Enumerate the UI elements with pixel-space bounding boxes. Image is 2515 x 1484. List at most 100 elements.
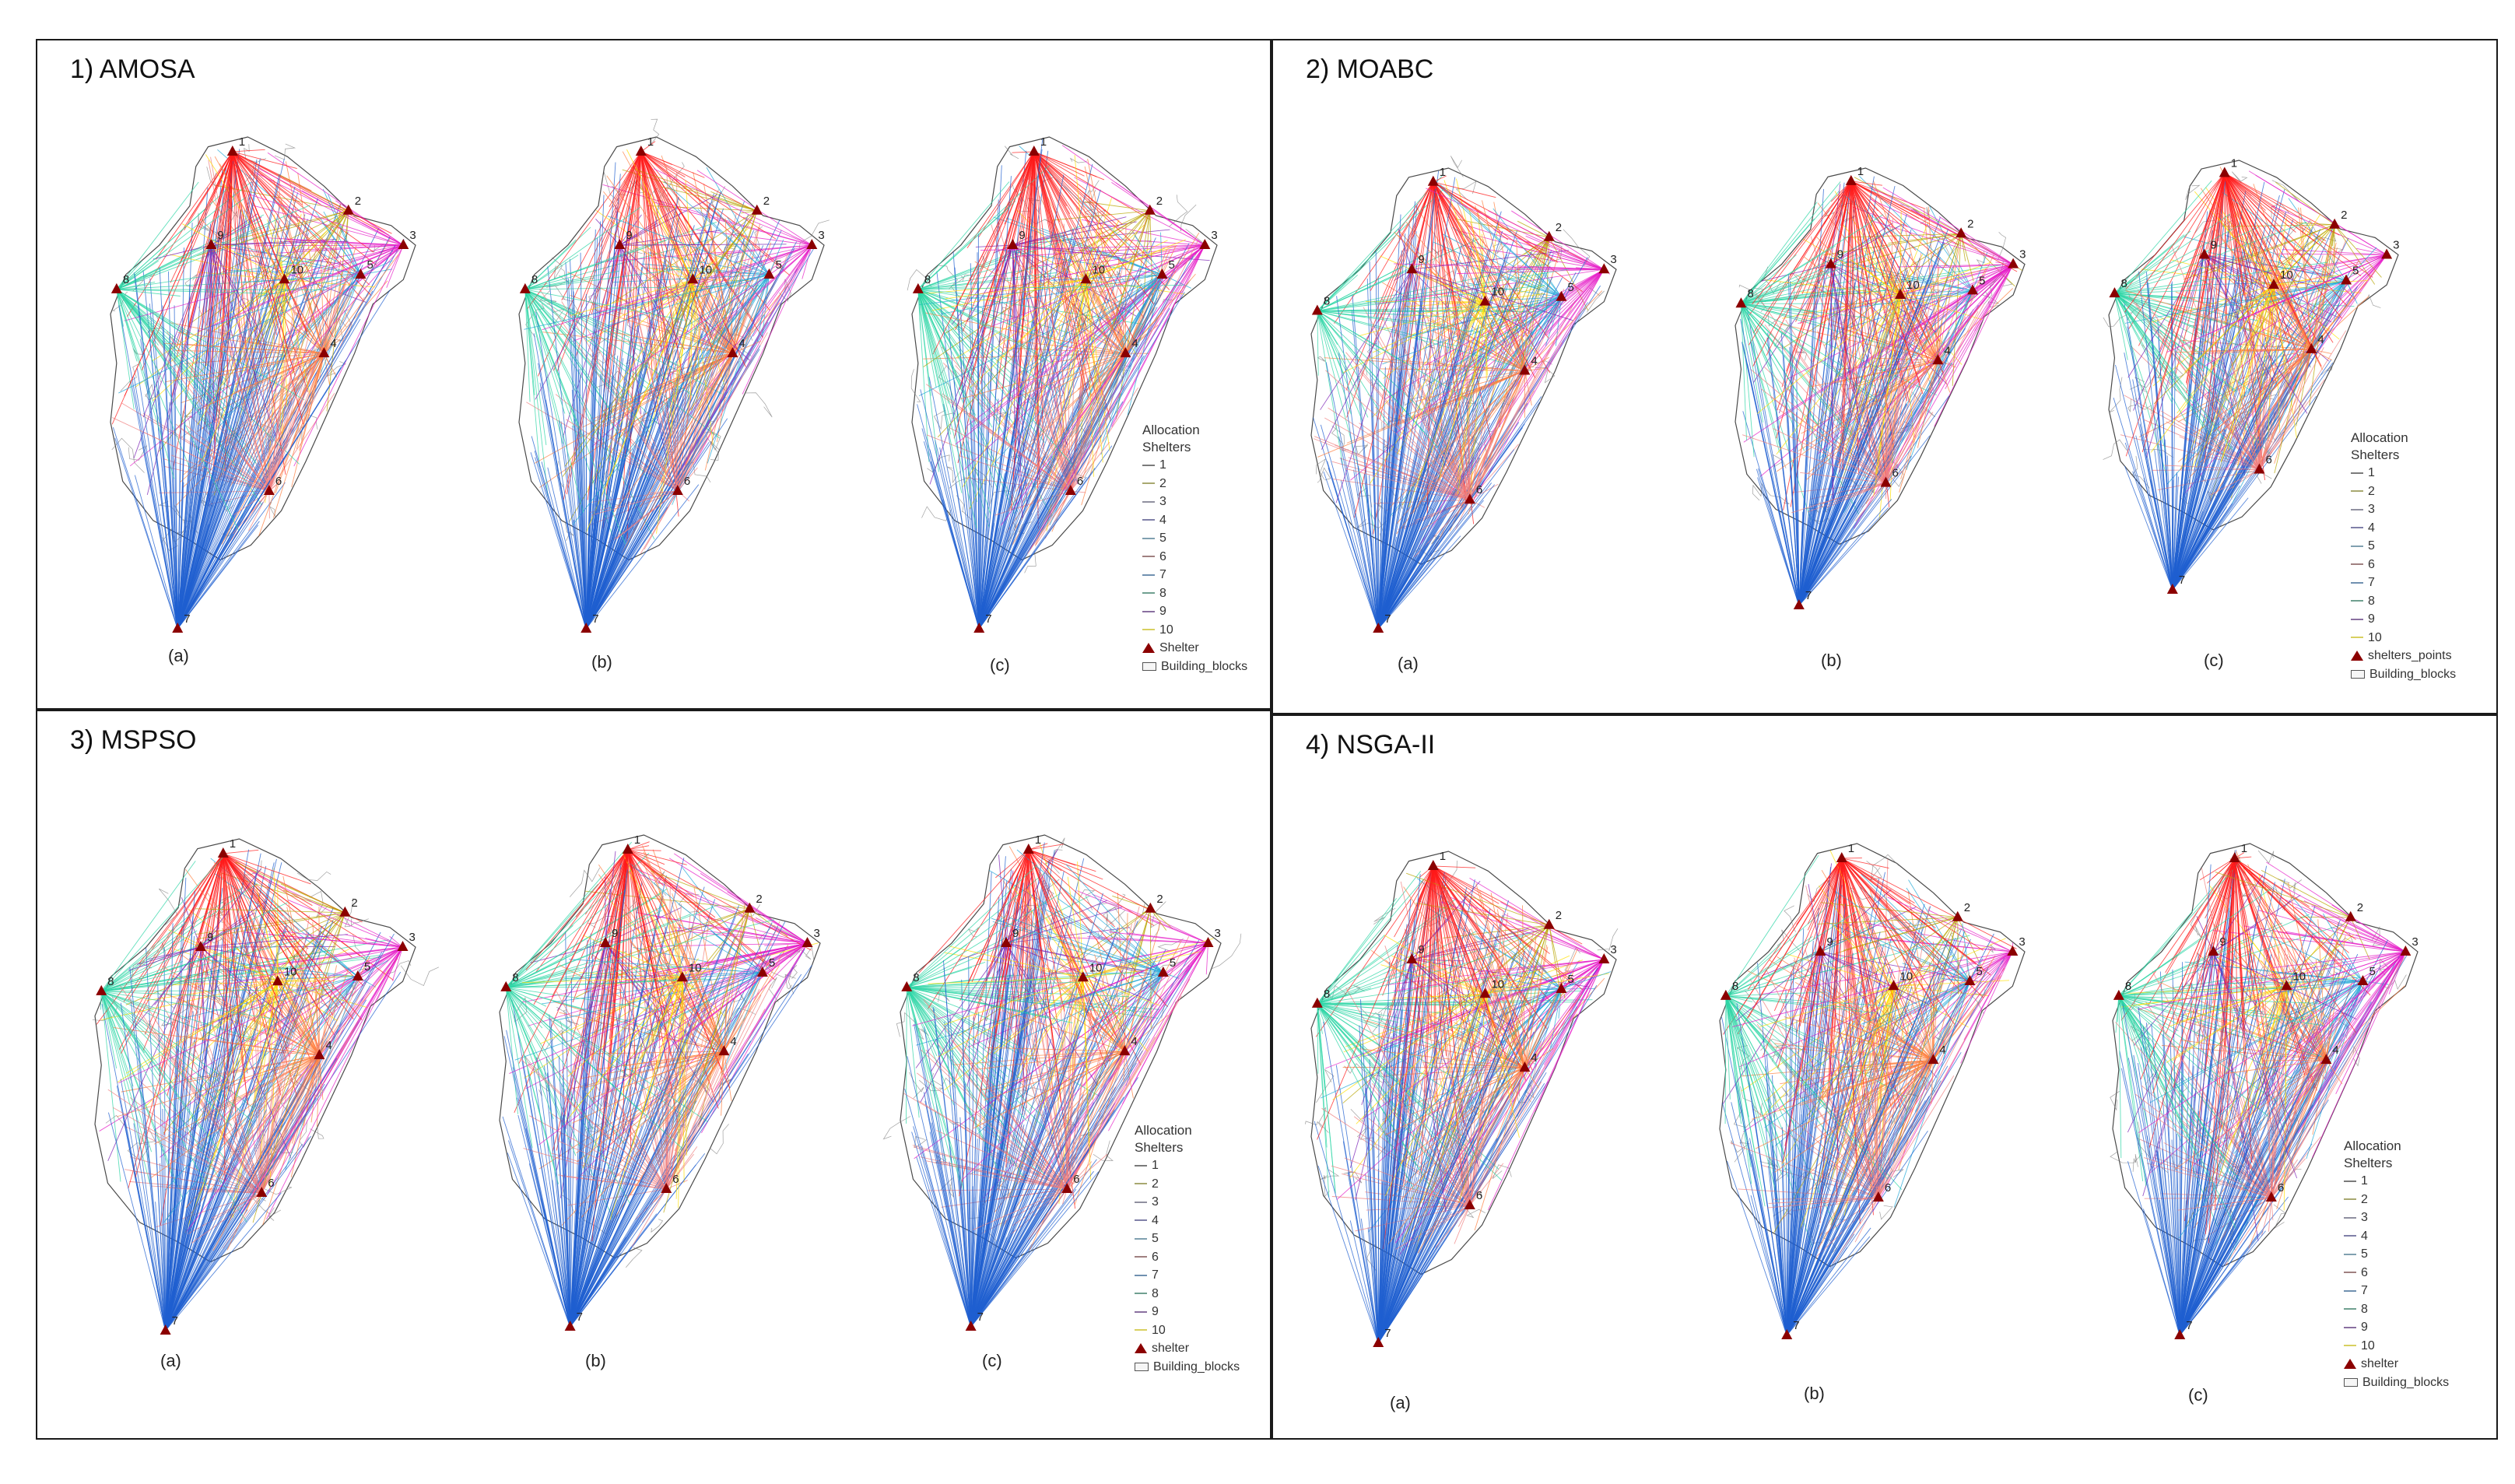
shelter-triangle-icon xyxy=(1427,859,1439,870)
shelter-number-label: 3 xyxy=(1215,927,1221,940)
shelter-triangle-icon xyxy=(1952,910,1963,921)
shelter-number-label: 9 xyxy=(1826,935,1833,949)
shelter-marker: 10 xyxy=(272,965,297,986)
shelter-triangle-icon xyxy=(1927,1054,1939,1065)
shelter-number-label: 2 xyxy=(1556,909,1562,922)
legend-title: Allocation xyxy=(2344,1138,2401,1153)
shelter-triangle-icon xyxy=(1373,1337,1384,1347)
legend-item-label: 7 xyxy=(2361,1284,2368,1297)
legend-item: 10 xyxy=(2351,629,2456,647)
shelter-marker: 2 xyxy=(342,195,361,215)
subplot-label-b: (b) xyxy=(1821,651,1842,670)
legend-line-swatch xyxy=(1135,1293,1147,1295)
legend-item-label: 4 xyxy=(1152,1213,1159,1227)
shelter-number-label: 2 xyxy=(2357,901,2363,914)
legend-line-swatch xyxy=(2344,1180,2356,1182)
legend-shelter-entry: Shelter xyxy=(1142,639,1247,658)
shelter-number-label: 2 xyxy=(1967,217,1973,230)
legend-line-swatch xyxy=(1135,1310,1147,1313)
legend-line-swatch xyxy=(2344,1216,2356,1219)
legend-item-label: 4 xyxy=(1159,513,1166,527)
shelter-marker: 8 xyxy=(2109,277,2127,298)
shelter-number-label: 7 xyxy=(1793,1319,1799,1332)
legend-item: 10 xyxy=(1135,1321,1240,1340)
shelter-triangle-icon xyxy=(1406,953,1418,964)
legend-item-label: 9 xyxy=(1159,605,1166,618)
shelter-triangle-icon xyxy=(110,282,122,293)
shelter-number-label: 8 xyxy=(2120,277,2127,290)
legend-item-label: 7 xyxy=(1152,1268,1159,1282)
shelter-triangle-icon xyxy=(756,966,768,977)
shelter-triangle-icon xyxy=(1845,174,1857,185)
shelter-number-label: 7 xyxy=(184,612,190,626)
shelter-number-label: 6 xyxy=(684,475,690,488)
shelter-triangle-icon xyxy=(1872,1191,1884,1202)
legend-item: 2 xyxy=(1135,1175,1240,1194)
legend-item-label: 6 xyxy=(1152,1250,1159,1264)
panel-moabc: 2) MOABC 1 2 3 4 5 6 7 8 9 10 1 2 3 4 5 6 7 8 9 10 1 2 3 4 5 6 7… xyxy=(1272,39,2498,714)
shelter-triangle-icon xyxy=(2381,248,2393,259)
shelter-triangle-icon xyxy=(1793,599,1805,609)
legend-line-swatch xyxy=(2344,1308,2356,1310)
shelter-number-label: 7 xyxy=(172,1314,178,1328)
shelter-triangle-icon xyxy=(1825,258,1836,268)
building-block-icon xyxy=(1142,661,1156,671)
shelter-marker: 1 xyxy=(2219,157,2237,177)
shelter-number-label: 10 xyxy=(1491,286,1504,299)
shelter-marker: 9 xyxy=(195,931,213,952)
map-a: 1 2 3 4 5 6 7 8 9 10 xyxy=(92,837,440,1335)
shelter-marker: 7 xyxy=(172,612,191,633)
shelter-number-label: 4 xyxy=(1531,354,1537,367)
shelter-marker: 9 xyxy=(205,229,224,250)
shelter-number-label: 3 xyxy=(1610,943,1616,956)
legend-item: 5 xyxy=(1142,529,1247,548)
legend-item-label: 8 xyxy=(1159,586,1166,600)
shelter-marker: 2 xyxy=(1952,901,1970,921)
shelter-marker: 3 xyxy=(2381,238,2399,259)
shelter-triangle-icon xyxy=(2265,1191,2277,1202)
shelter-marker: 6 xyxy=(661,1173,679,1194)
shelter-marker: 8 xyxy=(1720,980,1738,1000)
shelter-number-label: 3 xyxy=(1610,253,1616,266)
legend-item-label: 6 xyxy=(2361,1265,2368,1279)
shelter-number-label: 10 xyxy=(1092,263,1105,276)
shelter-triangle-icon xyxy=(1119,1045,1131,1056)
shelter-marker: 5 xyxy=(1556,973,1574,993)
shelter-number-label: 4 xyxy=(2332,1044,2338,1057)
shelter-marker: 7 xyxy=(564,1310,583,1331)
shelter-number-label: 10 xyxy=(699,263,712,276)
legend-line-swatch xyxy=(2344,1198,2356,1201)
shelter-marker: 3 xyxy=(1598,943,1617,964)
legend-blocks-label: Building_blocks xyxy=(1161,659,1248,673)
shelter-triangle-icon xyxy=(2357,974,2369,985)
legend-line-swatch xyxy=(2351,545,2363,547)
map-b: 1 2 3 4 5 6 7 8 9 10 xyxy=(1719,842,2026,1339)
shelter-triangle-icon xyxy=(1061,1183,1073,1194)
map-a: 1 2 3 4 5 6 7 8 9 10 xyxy=(1310,156,1617,633)
shelter-number-label: 5 xyxy=(1567,281,1573,294)
shelter-triangle-icon xyxy=(2320,1054,2332,1065)
subplot-label-c: (c) xyxy=(2188,1385,2208,1405)
shelter-marker: 3 xyxy=(2400,935,2419,956)
shelter-number-label: 8 xyxy=(2125,980,2131,993)
shelter-marker: 2 xyxy=(2329,209,2348,229)
shelter-triangle-icon xyxy=(519,282,531,293)
legend-line-swatch xyxy=(1142,574,1155,576)
shelter-triangle-icon xyxy=(614,239,626,250)
legend-item-label: 8 xyxy=(2368,594,2375,608)
legend-item: 9 xyxy=(2351,610,2456,629)
legend-item: 7 xyxy=(1135,1266,1240,1285)
shelter-triangle-icon xyxy=(2329,218,2341,229)
shelter-triangle-icon xyxy=(2109,287,2120,298)
shelter-number-label: 2 xyxy=(1156,893,1163,906)
legend-line-swatch xyxy=(1135,1183,1147,1185)
shelter-marker: 10 xyxy=(1888,970,1913,991)
shelter-triangle-icon xyxy=(1556,982,1567,993)
legend: Allocation Shelters 1 2 3 4 5 6 7 8 9 10 shelters_po… xyxy=(2351,430,2456,683)
shelter-triangle-icon xyxy=(1373,623,1384,633)
shelter-triangle-icon xyxy=(279,273,290,284)
legend-item-label: 9 xyxy=(1152,1305,1159,1318)
shelter-number-label: 9 xyxy=(2211,238,2217,251)
subplot-label-a: (a) xyxy=(168,646,189,665)
legend-line-swatch xyxy=(1142,519,1155,521)
